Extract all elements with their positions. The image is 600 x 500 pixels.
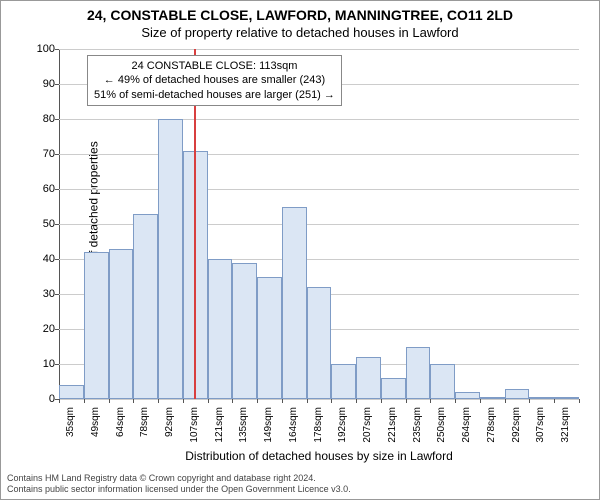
xtick-mark — [257, 399, 258, 403]
ytick-mark — [55, 119, 59, 120]
ytick-label: 30 — [29, 288, 55, 300]
plot-area: 010203040506070809010035sqm49sqm64sqm78s… — [59, 49, 579, 399]
annotation-box: 24 CONSTABLE CLOSE: 113sqm← 49% of detac… — [87, 55, 342, 106]
xtick-mark — [307, 399, 308, 403]
ytick-mark — [55, 259, 59, 260]
xtick-mark — [430, 399, 431, 403]
ytick-mark — [55, 154, 59, 155]
ytick-label: 10 — [29, 358, 55, 370]
chart-container: 24, CONSTABLE CLOSE, LAWFORD, MANNINGTRE… — [0, 0, 600, 500]
gridline — [59, 119, 579, 120]
xtick-mark — [505, 399, 506, 403]
chart-title-sub: Size of property relative to detached ho… — [1, 25, 599, 40]
histogram-bar — [109, 249, 134, 400]
ytick-mark — [55, 224, 59, 225]
xtick-mark — [282, 399, 283, 403]
xtick-mark — [381, 399, 382, 403]
x-axis-label: Distribution of detached houses by size … — [59, 449, 579, 463]
xtick-mark — [480, 399, 481, 403]
footer-line-2: Contains public sector information licen… — [7, 484, 351, 495]
histogram-bar — [282, 207, 307, 400]
xtick-mark — [406, 399, 407, 403]
ytick-mark — [55, 49, 59, 50]
footer-attribution: Contains HM Land Registry data © Crown c… — [7, 473, 351, 495]
histogram-bar — [232, 263, 257, 400]
gridline — [59, 189, 579, 190]
histogram-bar — [406, 347, 431, 400]
xtick-mark — [331, 399, 332, 403]
ytick-mark — [55, 84, 59, 85]
xtick-mark — [208, 399, 209, 403]
xtick-mark — [109, 399, 110, 403]
histogram-bar — [158, 119, 183, 399]
xtick-mark — [579, 399, 580, 403]
ytick-label: 20 — [29, 323, 55, 335]
gridline — [59, 399, 579, 400]
ytick-mark — [55, 189, 59, 190]
gridline — [59, 154, 579, 155]
histogram-bar — [59, 385, 84, 399]
footer-line-1: Contains HM Land Registry data © Crown c… — [7, 473, 351, 484]
annotation-line-2: ← 49% of detached houses are smaller (24… — [94, 73, 335, 87]
xtick-mark — [133, 399, 134, 403]
xtick-mark — [232, 399, 233, 403]
xtick-mark — [554, 399, 555, 403]
histogram-bar — [554, 397, 579, 399]
ytick-mark — [55, 294, 59, 295]
ytick-label: 80 — [29, 113, 55, 125]
histogram-bar — [381, 378, 406, 399]
ytick-mark — [55, 364, 59, 365]
xtick-mark — [529, 399, 530, 403]
ytick-label: 40 — [29, 253, 55, 265]
xtick-mark — [356, 399, 357, 403]
histogram-bar — [208, 259, 233, 399]
xtick-mark — [158, 399, 159, 403]
histogram-bar — [480, 397, 505, 399]
xtick-mark — [84, 399, 85, 403]
histogram-bar — [455, 392, 480, 399]
xtick-mark — [183, 399, 184, 403]
ytick-label: 90 — [29, 78, 55, 90]
annotation-line-1: 24 CONSTABLE CLOSE: 113sqm — [94, 59, 335, 73]
xtick-mark — [59, 399, 60, 403]
histogram-bar — [356, 357, 381, 399]
chart-title-main: 24, CONSTABLE CLOSE, LAWFORD, MANNINGTRE… — [1, 7, 599, 23]
histogram-bar — [529, 397, 554, 399]
ytick-label: 50 — [29, 218, 55, 230]
gridline — [59, 49, 579, 50]
histogram-bar — [84, 252, 109, 399]
ytick-mark — [55, 329, 59, 330]
histogram-bar — [257, 277, 282, 400]
histogram-bar — [307, 287, 332, 399]
ytick-label: 100 — [29, 43, 55, 55]
histogram-bar — [430, 364, 455, 399]
ytick-label: 60 — [29, 183, 55, 195]
ytick-label: 70 — [29, 148, 55, 160]
ytick-label: 0 — [29, 393, 55, 405]
histogram-bar — [331, 364, 356, 399]
xtick-mark — [455, 399, 456, 403]
histogram-bar — [133, 214, 158, 400]
histogram-bar — [505, 389, 530, 400]
annotation-line-3: 51% of semi-detached houses are larger (… — [94, 88, 335, 102]
